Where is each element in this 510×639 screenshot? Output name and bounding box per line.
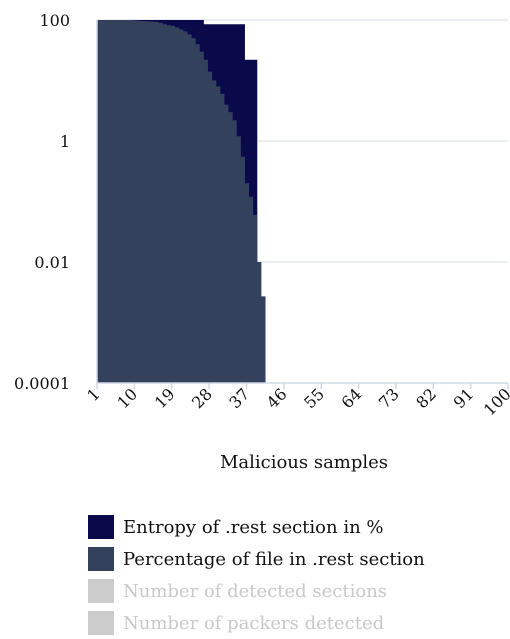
legend-swatch-sections [88, 579, 114, 603]
legend: Entropy of .rest section in % Percentage… [88, 511, 425, 639]
legend-item-sections[interactable]: Number of detected sections [88, 575, 425, 607]
x-tick-label: 28 [188, 384, 216, 412]
y-tick-label: 0.0001 [14, 374, 70, 393]
y-tick-label: 100 [39, 11, 70, 30]
legend-swatch-packers [88, 611, 114, 635]
chart: 100 1 0.01 0.0001 1 10 19 28 37 46 55 64 73 82 91 100 … [14, 11, 510, 473]
axes [96, 20, 509, 389]
legend-label-entropy: Entropy of .rest section in % [123, 516, 384, 538]
legend-label-packers: Number of packers detected [123, 612, 385, 634]
x-tick-labels: 1 10 19 28 37 46 55 64 73 82 91 100 [83, 384, 510, 419]
y-tick-labels: 100 1 0.01 0.0001 [14, 11, 70, 393]
y-tick-label: 0.01 [34, 253, 70, 272]
legend-swatch-percentage [88, 547, 114, 571]
x-tick-label: 55 [300, 384, 328, 412]
x-tick-label: 73 [375, 384, 403, 412]
legend-swatch-entropy [88, 515, 114, 539]
x-tick-label: 91 [450, 384, 478, 412]
x-tick-label: 100 [480, 384, 510, 419]
x-tick-label: 82 [412, 384, 440, 412]
series-area-1 [97, 20, 266, 383]
legend-item-entropy[interactable]: Entropy of .rest section in % [88, 511, 425, 543]
x-axis-label: Malicious samples [220, 452, 388, 473]
x-tick-label: 19 [151, 384, 179, 412]
x-tick-label: 46 [263, 384, 291, 412]
legend-label-percentage: Percentage of file in .rest section [123, 548, 425, 570]
x-tick-label: 64 [338, 384, 366, 412]
legend-item-packers[interactable]: Number of packers detected [88, 607, 425, 639]
legend-item-percentage[interactable]: Percentage of file in .rest section [88, 543, 425, 575]
legend-label-sections: Number of detected sections [123, 580, 388, 602]
x-tick-label: 10 [113, 384, 141, 412]
series-areas [97, 20, 266, 383]
x-tick-label: 37 [225, 384, 253, 412]
x-tick-label: 1 [83, 384, 104, 405]
y-tick-label: 1 [60, 132, 70, 151]
